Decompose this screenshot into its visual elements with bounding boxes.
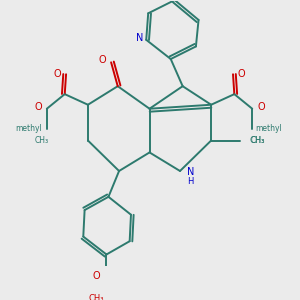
Text: N: N	[187, 167, 194, 177]
Text: O: O	[34, 102, 42, 112]
Text: CH₃: CH₃	[250, 136, 265, 145]
Text: H: H	[187, 177, 193, 186]
Text: methyl: methyl	[15, 124, 42, 133]
Text: O: O	[54, 69, 61, 79]
Text: methyl: methyl	[255, 124, 282, 133]
Text: O: O	[93, 271, 100, 281]
Text: CH₃: CH₃	[250, 136, 265, 145]
Text: N: N	[136, 34, 143, 44]
Text: O: O	[257, 102, 265, 112]
Text: O: O	[238, 69, 245, 79]
Text: O: O	[98, 55, 106, 65]
Text: CH₃: CH₃	[88, 294, 103, 300]
Text: CH₃: CH₃	[34, 136, 49, 145]
